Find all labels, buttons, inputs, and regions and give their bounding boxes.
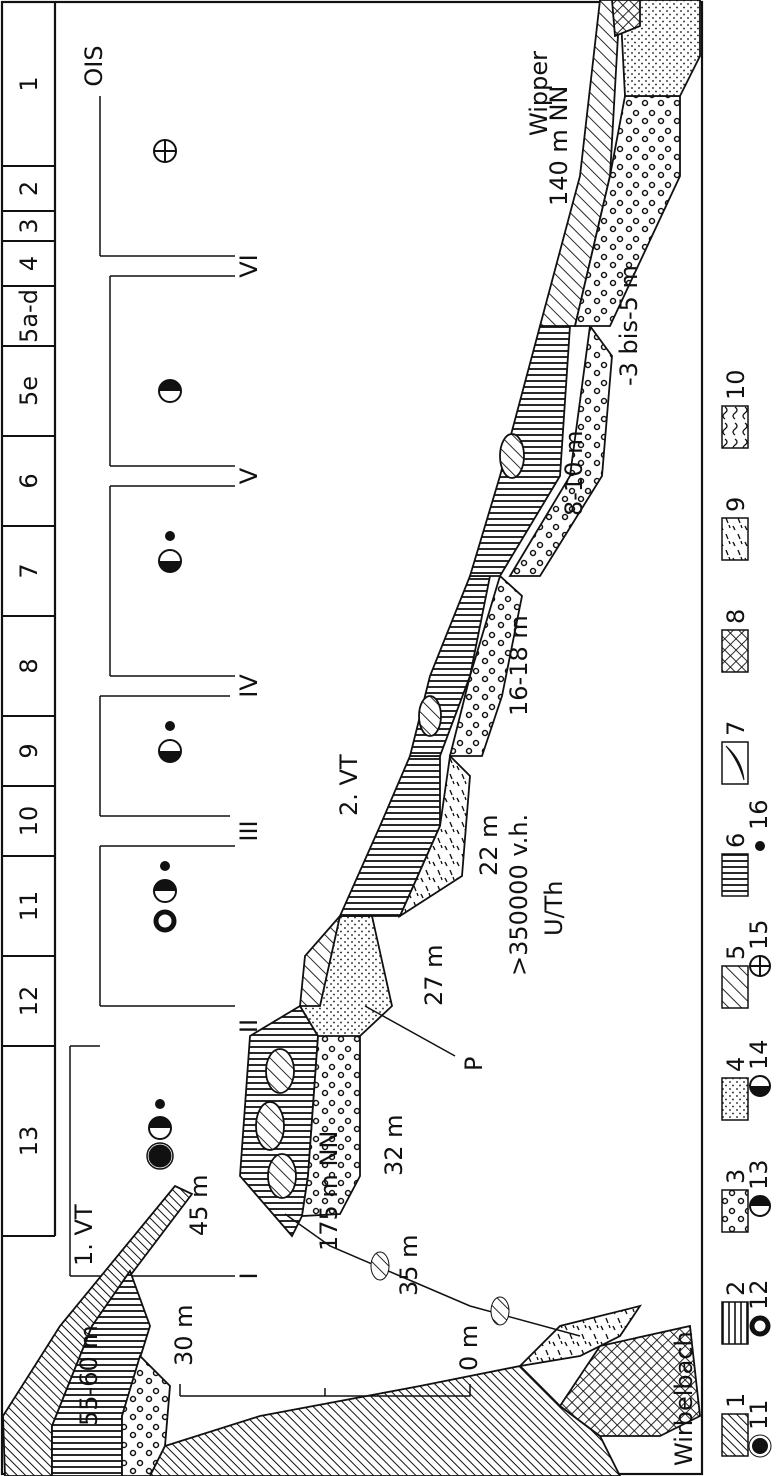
legend-symbol (755, 841, 765, 851)
symbol (752, 1438, 768, 1454)
p-pointer (365, 1006, 455, 1056)
legend-label: 15 (745, 919, 773, 950)
ois-stage: 3 (15, 218, 43, 233)
river-label: Wipper (525, 51, 553, 136)
lens (491, 1297, 509, 1325)
vt-label: 2. VT (335, 754, 363, 816)
legend-label: 10 (722, 369, 750, 400)
ois-stage: 2 (15, 181, 43, 196)
height-label: 27 m (420, 944, 448, 1006)
height-label: -3 bis-5 m (615, 265, 643, 386)
ois-stage: 5e (15, 376, 43, 406)
symbol (755, 841, 765, 851)
height-label: 22 m (475, 814, 503, 876)
legend-swatch (722, 1078, 748, 1120)
phase-label: I (235, 1272, 263, 1279)
height-label: 55-60 m (75, 1325, 103, 1426)
section: 1312111098765e5a-d4321 OIS I II III IV V… (2, 0, 773, 1476)
ois-stage: 12 (15, 986, 43, 1017)
phase-label: V (235, 467, 263, 484)
legend-swatch (722, 854, 748, 896)
legend-symbol (750, 956, 770, 976)
ois-header: 13 12 11 10 9 8 7 6 5e 5a-d 4 3 2 1 (2, 76, 55, 1236)
lens (371, 1252, 389, 1280)
ois-stage: 1 (15, 76, 43, 91)
phase-label: III (235, 820, 263, 841)
ois-stage: 8 (15, 658, 43, 673)
age-label: >350000 v.h. (505, 814, 533, 976)
legend-symbol (752, 1318, 768, 1334)
river-label: Wirbelbach (670, 1331, 698, 1466)
legend-symbol (750, 1196, 770, 1216)
legend-label: 14 (745, 1039, 773, 1070)
legend-label: 16 (745, 799, 773, 830)
legend-label: 12 (745, 1279, 773, 1310)
point-label: P (460, 1057, 488, 1071)
height-label: 8-10 m (560, 431, 588, 516)
symbols (147, 140, 181, 1169)
ois-stage: 10 (15, 806, 43, 837)
legend-label: 8 (722, 609, 750, 624)
legend-swatch (722, 518, 748, 560)
legend-swatch (722, 1190, 748, 1232)
legend-swatch (722, 630, 748, 672)
ois-title: OIS (80, 45, 108, 86)
ois-stage: 11 (15, 891, 43, 922)
legend-symbol (750, 1076, 770, 1096)
legend-label: 11 (745, 1399, 773, 1430)
height-label: 45 m (185, 1174, 213, 1236)
ois-stage: 5a-d (15, 289, 43, 343)
scale-label: 0 m (455, 1325, 483, 1371)
ois-stage: 6 (15, 473, 43, 488)
legend-symbol (749, 1435, 771, 1457)
symbol (750, 1196, 770, 1206)
legend-swatch (722, 406, 748, 448)
legend-label: 7 (722, 721, 750, 736)
method-label: U/Th (540, 880, 568, 936)
symbol (752, 1318, 768, 1334)
ois-stage: 4 (15, 256, 43, 271)
vt-label: 1. VT (70, 1204, 98, 1266)
nn-label: 175 m NN (315, 1131, 343, 1251)
ois-stage: 9 (15, 743, 43, 758)
legend-swatch (722, 966, 748, 1008)
legend-label: 9 (722, 497, 750, 512)
legend-label: 13 (745, 1159, 773, 1190)
height-label: 35 m (395, 1234, 423, 1296)
phase-lines (70, 96, 235, 1276)
height-label: 32 m (380, 1114, 408, 1176)
symbol (750, 1086, 770, 1096)
phase-label: IV (235, 674, 263, 698)
geological-section: 1312111098765e5a-d4321 OIS I II III IV V… (0, 0, 777, 1476)
scale-label: 30 m (170, 1304, 198, 1366)
ois-stage: 7 (15, 563, 43, 578)
height-label: 16-18 m (505, 615, 533, 716)
legend-label: 6 (722, 833, 750, 848)
phase-label: VI (235, 254, 263, 278)
ois-stage: 13 (15, 1126, 43, 1157)
